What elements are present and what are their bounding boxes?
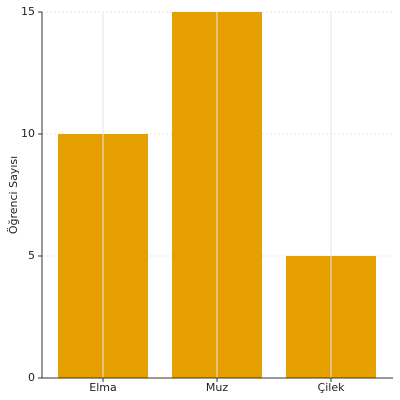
x-tick-label: Muz xyxy=(206,381,228,394)
x-tick-label: Çilek xyxy=(318,381,346,394)
y-axis-label: Öğrenci Sayısı xyxy=(7,156,20,234)
y-tick-label: 5 xyxy=(28,249,35,262)
y-tick-label: 15 xyxy=(21,5,35,18)
x-tick-label: Elma xyxy=(89,381,116,394)
y-tick-label: 10 xyxy=(21,127,35,140)
y-tick-label: 0 xyxy=(28,371,35,384)
